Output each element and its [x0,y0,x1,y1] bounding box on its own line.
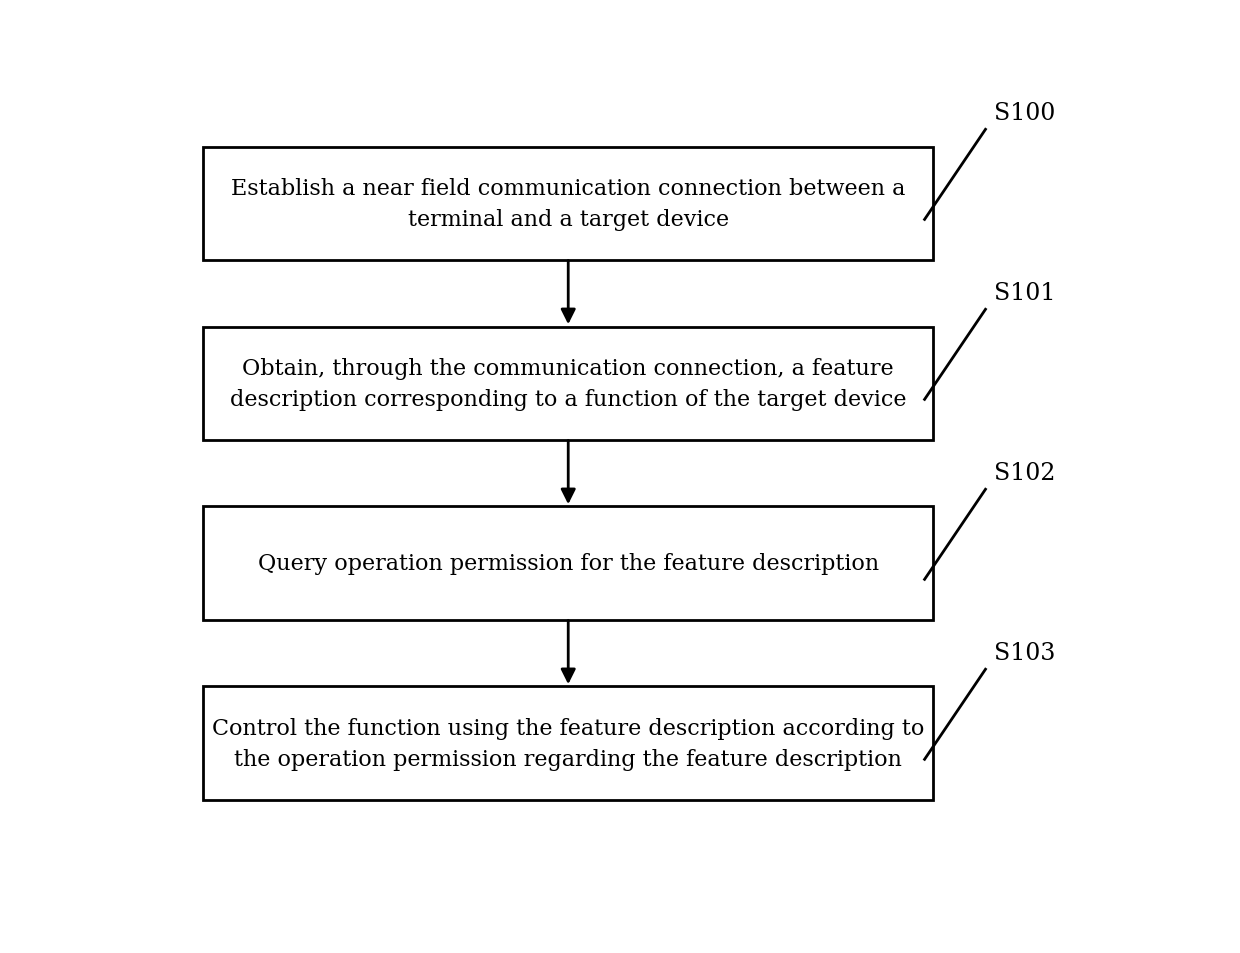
Bar [203,327,934,441]
Bar [203,687,934,801]
Text: Control the function using the feature description according to
the operation pe: Control the function using the feature d… [212,718,924,770]
Text: Establish a near field communication connection between a
terminal and a target : Establish a near field communication con… [231,178,905,231]
Bar [203,148,934,261]
Text: S103: S103 [994,641,1055,665]
Bar [203,507,934,620]
Text: Query operation permission for the feature description: Query operation permission for the featu… [258,553,879,575]
Text: Obtain, through the communication connection, a feature
description correspondin: Obtain, through the communication connec… [229,357,906,410]
Text: S102: S102 [994,462,1055,485]
Text: S101: S101 [994,282,1055,305]
Text: S100: S100 [994,102,1055,126]
